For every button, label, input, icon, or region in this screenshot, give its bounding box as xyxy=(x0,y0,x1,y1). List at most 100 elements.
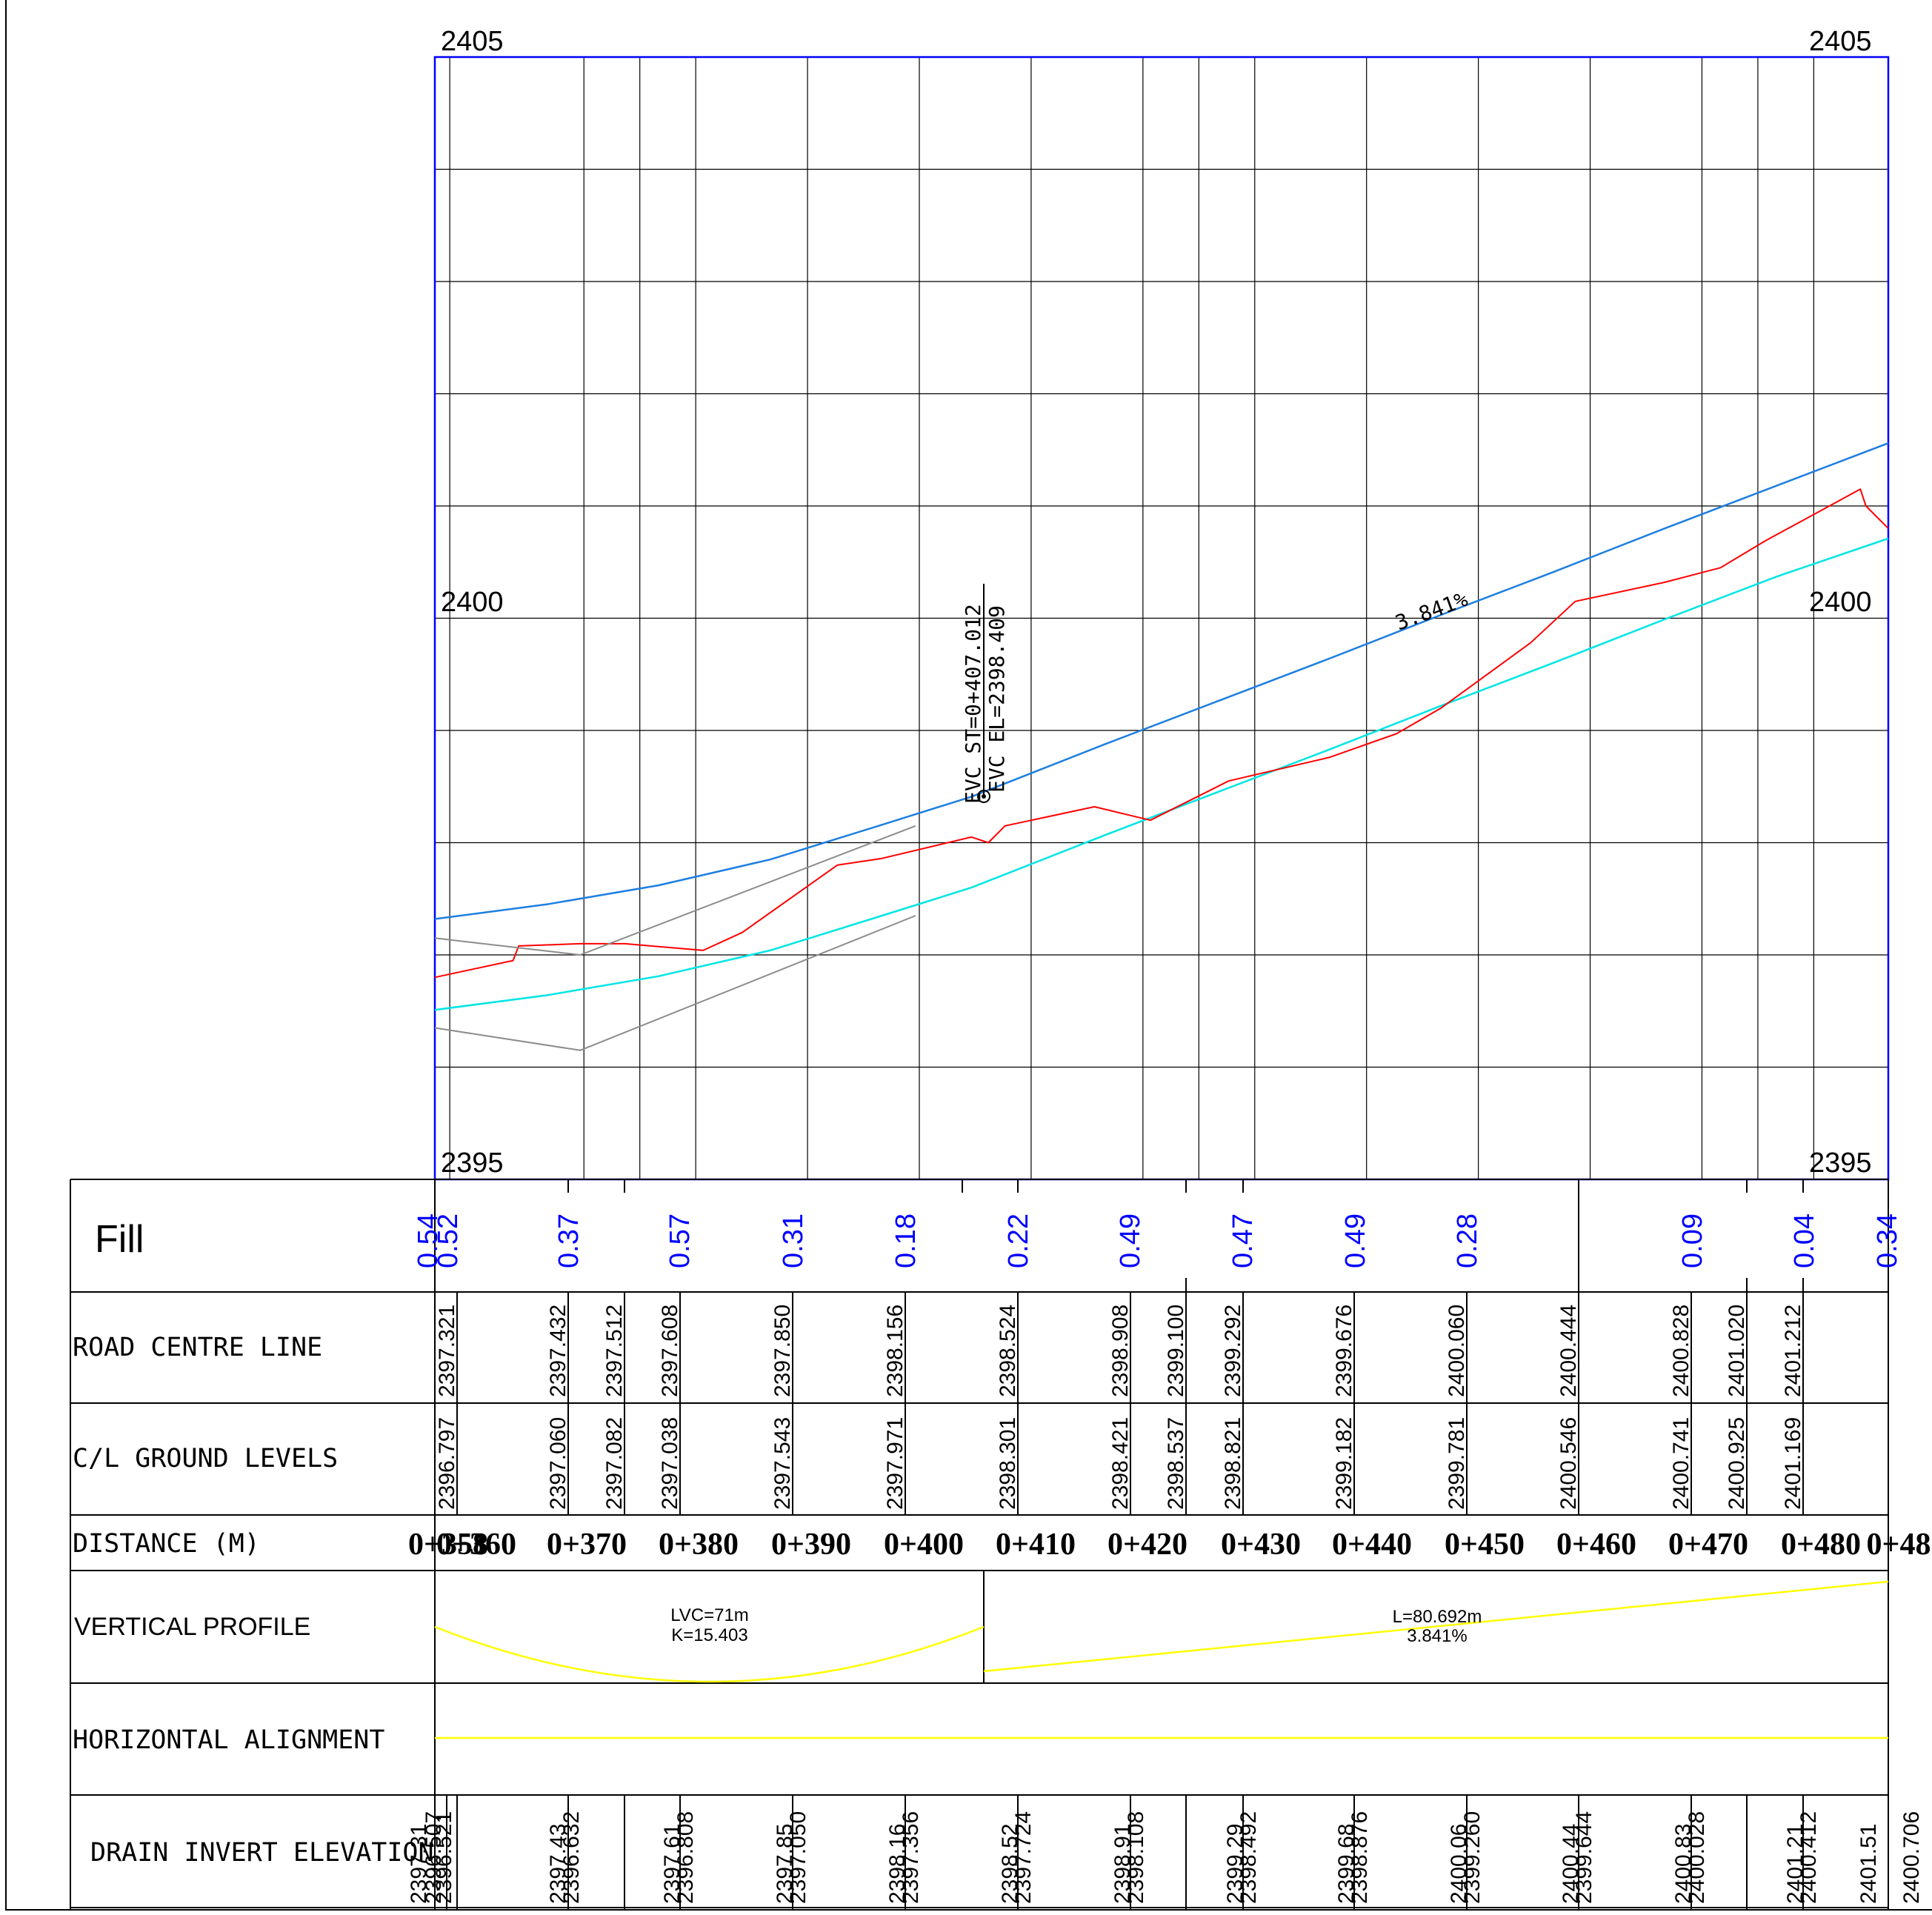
drain-invert-value: 2398.91 xyxy=(1110,1824,1135,1904)
distance-value: 0+480 xyxy=(1781,1528,1861,1562)
centre-line-value: 2401.020 xyxy=(1725,1305,1749,1397)
ground-level-values: 2396.797 2397.060 2397.082 2397.038 2397.543… xyxy=(435,1417,1805,1510)
ground-level-value: 2401.169 xyxy=(1781,1417,1805,1510)
evc-marker: EVC ST=0+407.012 EVC EL=2398.409 xyxy=(961,584,1009,804)
drain-invert-value: 2400.83 xyxy=(1671,1824,1696,1904)
centre-line-value: 2401.212 xyxy=(1781,1305,1805,1397)
vertical-grid xyxy=(449,57,1814,1179)
ground-level-value: 2398.821 xyxy=(1221,1417,1245,1510)
ground-level-value: 2397.971 xyxy=(883,1417,907,1510)
elevation-middle-left: 2400 xyxy=(441,587,504,618)
profile-line-offset xyxy=(434,537,1889,1011)
profile-line-existing_upper xyxy=(434,825,916,956)
distance-value: 0+420 xyxy=(1107,1528,1187,1562)
vertical-tangent-bar xyxy=(983,1580,1889,1673)
ground-level-value: 2399.781 xyxy=(1445,1417,1469,1510)
drain-invert-value: 2400.412 xyxy=(1796,1811,1821,1904)
tangent-grade-label: 3.841% xyxy=(1407,1626,1467,1646)
ground-level-value: 2397.543 xyxy=(770,1417,795,1510)
distance-value: 0+430 xyxy=(1221,1528,1301,1562)
drain-invert-value: 2397.85 xyxy=(773,1824,797,1904)
evc-station-label: EVC ST=0+407.012 xyxy=(961,604,985,804)
distance-value: 0+450 xyxy=(1445,1528,1525,1562)
drain-invert-value: 2398.16 xyxy=(885,1824,910,1904)
centre-line-value: 2398.156 xyxy=(883,1305,907,1397)
elevation-top-left: 2405 xyxy=(441,26,504,57)
drain-invert-value: 2399.29 xyxy=(1223,1824,1248,1904)
drain-invert-value: 2396.632 xyxy=(559,1811,584,1904)
fill-band-label: Fill xyxy=(95,1218,144,1261)
drain-invert-value: 2398.876 xyxy=(1348,1811,1372,1904)
ground-level-value: 2400.741 xyxy=(1669,1417,1693,1510)
centre-line-value: 2397.850 xyxy=(770,1305,795,1397)
drain-invert-value: 2401.21 xyxy=(1783,1824,1808,1904)
elevation-bottom-left: 2395 xyxy=(441,1148,504,1179)
fill-value: 0.52 xyxy=(433,1213,464,1268)
fill-value: 0.04 xyxy=(1789,1213,1820,1268)
ground-levels-label: C/L GROUND LEVELS xyxy=(73,1444,338,1473)
curve-length-label: LVC=71m xyxy=(670,1605,749,1625)
drain-invert-value: 2398.108 xyxy=(1124,1811,1148,1904)
fill-value: 0.37 xyxy=(553,1213,584,1268)
ground-level-value: 2398.421 xyxy=(1108,1417,1133,1510)
vertical-profile-band-label: VERTICAL PROFILE xyxy=(74,1613,310,1641)
vertical-curve-bar xyxy=(434,1625,985,1683)
fill-values: 0.540.52 0.37 0.57 0.31 0.18 0.22 0.49 0.47 0.49… xyxy=(413,1213,1903,1268)
centre-line-value: 2397.321 xyxy=(435,1305,459,1397)
drain-invert-value: 2397.43 xyxy=(546,1824,570,1904)
fill-value: 0.57 xyxy=(664,1213,696,1268)
ground-level-value: 2397.038 xyxy=(658,1417,682,1510)
horizontal-alignment-band-label: HORIZONTAL ALIGNMENT xyxy=(73,1725,384,1755)
ground-level-value: 2400.925 xyxy=(1725,1417,1749,1510)
fill-value: 0.31 xyxy=(778,1213,809,1268)
ground-level-value: 2396.797 xyxy=(435,1417,459,1510)
drain-invert-value: 2399.68 xyxy=(1334,1824,1359,1904)
centre-line-value: 2397.608 xyxy=(658,1305,682,1397)
fill-value: 0.34 xyxy=(1872,1213,1903,1268)
profile-line-design xyxy=(434,442,1889,920)
centre-line-value: 2398.908 xyxy=(1108,1305,1133,1397)
fill-value: 0.54 xyxy=(413,1213,444,1268)
centre-line-value: 2399.100 xyxy=(1164,1305,1188,1397)
distance-value: 0+390 xyxy=(771,1528,851,1562)
distance-value-overlap-right: 0+48 xyxy=(1867,1528,1931,1562)
profile-series xyxy=(434,442,1889,1051)
distance-value-overlap-left: 0+358 xyxy=(408,1528,488,1562)
distance-value: 0+370 xyxy=(547,1528,627,1562)
ground-level-value: 2400.546 xyxy=(1556,1417,1581,1510)
profile-plot: 2405 2405 2400 2400 2395 2395 EVC ST=0+4… xyxy=(433,26,1890,1181)
drain-invert-band-label: DRAIN INVERT ELEVATION xyxy=(90,1838,434,1868)
drain-invert-value: 2396.507 xyxy=(422,1811,446,1904)
distance-value: 0+470 xyxy=(1668,1528,1748,1562)
centre-line-value: 2400.060 xyxy=(1445,1305,1469,1397)
distance-value: 0+400 xyxy=(884,1528,964,1562)
drain-invert-value: 2398.492 xyxy=(1236,1811,1261,1904)
distance-values: 0+360 0+370 0+380 0+390 0+400 0+410 0+420 0+430… xyxy=(408,1528,1931,1562)
curve-k-label: K=15.403 xyxy=(671,1625,747,1645)
distance-value: 0+460 xyxy=(1556,1528,1636,1562)
distance-value: 0+410 xyxy=(996,1528,1076,1562)
fill-value: 0.22 xyxy=(1003,1213,1034,1268)
drain-invert-value: 2397.61 xyxy=(660,1824,684,1904)
drain-invert-value: 2401.51 xyxy=(1856,1824,1881,1904)
drain-invert-value: 2396.808 xyxy=(673,1811,698,1904)
profile-line-ground xyxy=(434,488,1889,979)
drain-invert-value: 2398.52 xyxy=(998,1824,1022,1904)
drain-invert-value: 2397.31 xyxy=(407,1824,431,1904)
ground-level-value: 2399.182 xyxy=(1332,1417,1356,1510)
drain-invert-value: 2397.050 xyxy=(786,1811,810,1904)
band-outline xyxy=(70,1179,1889,1910)
fill-value: 0.09 xyxy=(1677,1213,1708,1268)
drain-invert-value: 2397.724 xyxy=(1011,1811,1036,1904)
profile-line-existing_lower xyxy=(434,915,916,1051)
drain-invert-value: 2400.44 xyxy=(1559,1824,1583,1904)
centre-line-value: 2400.828 xyxy=(1669,1305,1693,1397)
fill-value: 0.18 xyxy=(890,1213,922,1268)
tangent-length-label: L=80.692m xyxy=(1393,1607,1482,1627)
data-bands: Fill ROAD CENTRE LINE C/L GROUND LEVELS … xyxy=(70,1179,1931,1910)
centre-line-value: 2399.292 xyxy=(1221,1305,1245,1397)
distance-value: 0+380 xyxy=(659,1528,739,1562)
centre-line-value: 2400.444 xyxy=(1556,1305,1581,1397)
elevation-labels: 2405 2405 2400 2400 2395 2395 xyxy=(441,26,1872,1179)
